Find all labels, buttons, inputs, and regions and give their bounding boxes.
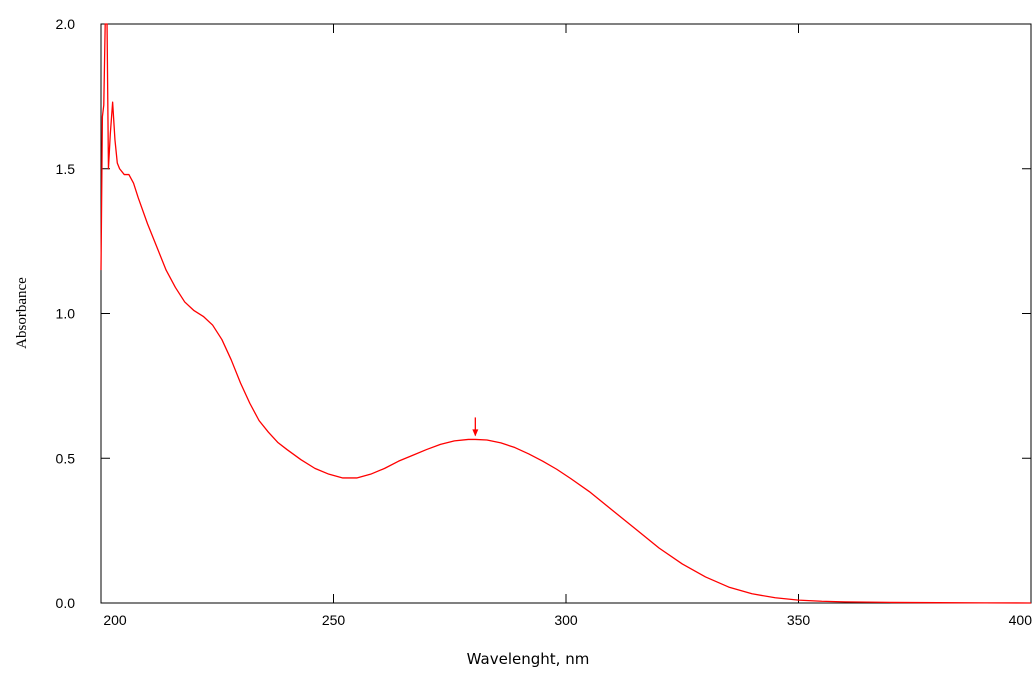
ticks: [100, 23, 1032, 604]
series: [100, 23, 1032, 604]
y-tick-label: 2.0: [56, 16, 76, 32]
tick-labels: 200 250 300 350 400 0.0 0.5 1.0 1.5 2.0: [56, 16, 1032, 628]
y-tick-label: 0.0: [56, 595, 76, 611]
plot-frame: [100, 23, 1032, 604]
y-tick-label: 0.5: [56, 450, 76, 466]
x-tick-label: 200: [103, 612, 127, 628]
peak-marker-arrowhead: [472, 429, 479, 437]
x-tick-label: 350: [787, 612, 811, 628]
y-tick-label: 1.0: [56, 306, 76, 322]
y-tick-label: 1.5: [56, 161, 76, 177]
y-axis-label: Absorbance: [14, 277, 30, 349]
x-tick-label: 300: [554, 612, 578, 628]
annotations: [472, 417, 479, 437]
absorbance-series-line: [100, 23, 1032, 604]
x-axis-label: Wavelenght, nm: [467, 650, 590, 668]
x-tick-label: 400: [1009, 612, 1032, 628]
axes: [100, 23, 1032, 604]
x-tick-label: 250: [322, 612, 346, 628]
